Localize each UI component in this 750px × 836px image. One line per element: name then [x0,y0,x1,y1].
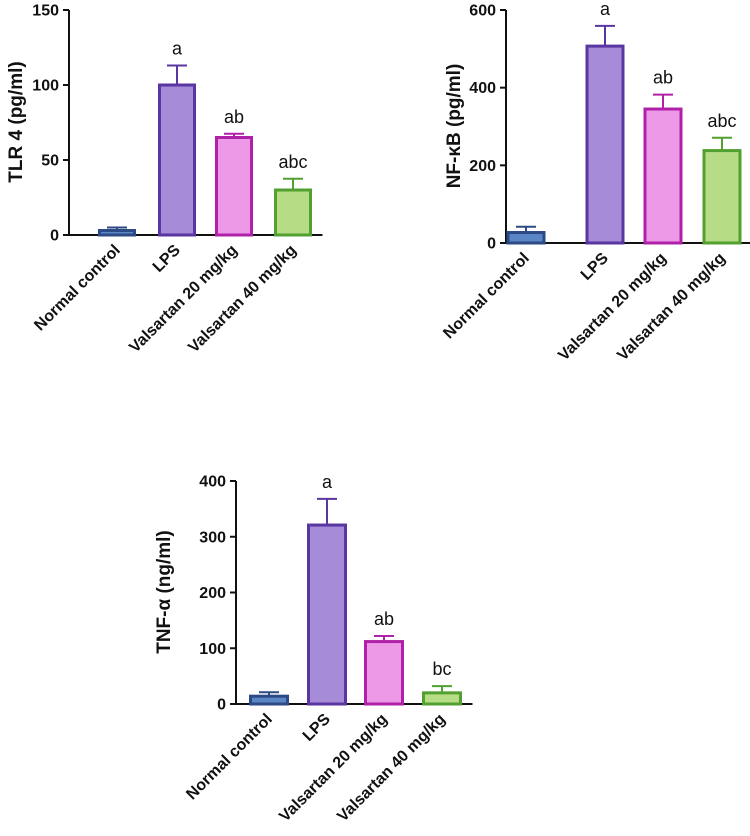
x-category-label: LPS [150,242,184,276]
y-axis-title: TNF-α (ng/ml) [154,530,175,654]
bar [422,691,462,706]
y-axis-title: NF-κB (pg/ml) [444,64,465,189]
y-tick-label: 200 [199,585,226,602]
x-category-label: Valsartan 40 mg/kg [185,242,300,357]
bar [249,694,289,706]
bar [585,44,625,245]
bar [307,523,347,706]
bar [364,640,404,706]
bar [506,231,546,245]
chart-panel-3: 0 100 200 300 400 TNF-α (ng/ml) Normal control… [154,472,473,825]
x-category-label: LPS [578,250,612,284]
chart-panel-2: 0 200 400 600 NF-κB (pg/ml) Normal control a LP… [440,0,750,364]
x-category-label: Valsartan 20 mg/kg [126,242,241,357]
significance-label: a [322,472,333,492]
y-axis-title: TLR 4 (pg/ml) [6,61,27,182]
x-category-label: Valsartan 40 mg/kg [334,711,449,826]
y-tick-label: 150 [32,3,59,20]
x-category-label: LPS [300,711,334,745]
significance-label: ab [224,107,244,127]
significance-label: a [600,0,611,19]
significance-label: ab [374,609,394,629]
bar [274,188,312,237]
y-tick-label: 400 [469,80,496,97]
bar [158,83,196,237]
significance-label: a [172,39,183,59]
significance-label: ab [653,68,673,88]
chart-panel-1: 0 50 100 150 TLR 4 (pg/ml) Normal control a LPS… [6,3,323,357]
y-tick-label: 300 [199,529,226,546]
y-tick-label: 0 [50,228,59,245]
y-tick-label: 100 [199,641,226,658]
y-tick-label: 600 [469,3,496,20]
x-category-label: Valsartan 40 mg/kg [614,250,729,365]
y-tick-label: 200 [469,158,496,175]
significance-label: abc [707,111,736,131]
x-category-label: Normal control [183,711,275,803]
y-tick-label: 50 [41,153,59,170]
significance-label: abc [278,152,307,172]
bar [702,149,742,245]
y-tick-label: 0 [487,236,496,253]
x-category-label: Valsartan 20 mg/kg [276,711,391,826]
bar [215,136,253,237]
y-tick-label: 0 [217,697,226,714]
x-category-label: Valsartan 20 mg/kg [555,250,670,365]
x-category-label: Normal control [31,242,123,334]
bar [643,107,683,245]
bar [98,229,136,237]
y-tick-label: 100 [32,78,59,95]
x-category-label: Normal control [440,250,532,342]
y-tick-label: 400 [199,474,226,491]
significance-label: bc [432,659,451,679]
